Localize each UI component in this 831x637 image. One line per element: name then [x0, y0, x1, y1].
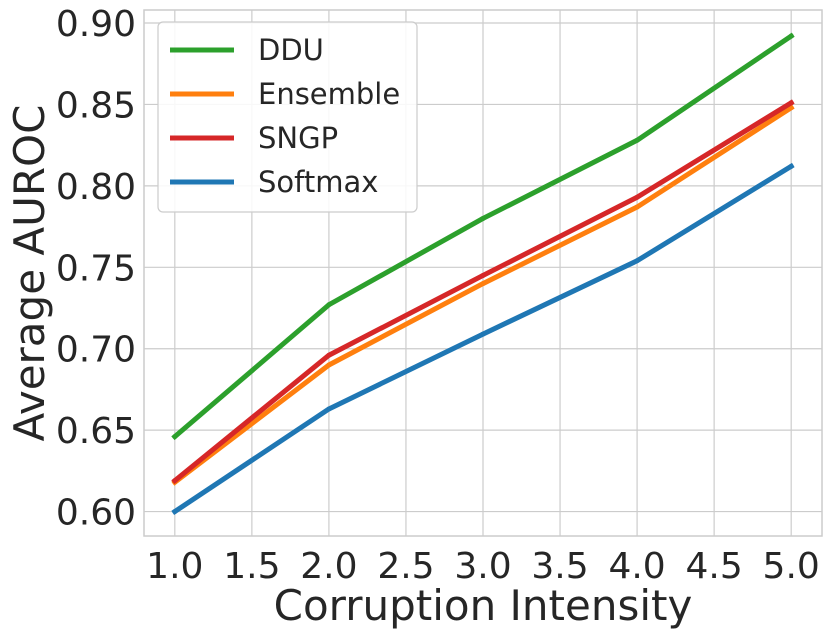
legend: DDU Ensemble SNGP Softmax — [157, 21, 418, 213]
x-tick-label: 1.0 — [146, 546, 203, 587]
x-tick-labels: 1.0 1.5 2.0 2.5 3.0 3.5 4.0 4.5 5.0 — [146, 546, 820, 587]
legend-label-softmax: Softmax — [258, 165, 378, 199]
data-point-softmax — [172, 509, 178, 515]
y-tick-label: 0.90 — [56, 4, 136, 45]
x-tick-label: 1.5 — [223, 546, 280, 587]
x-tick-label: 4.5 — [686, 546, 743, 587]
data-point-ensemble — [634, 204, 640, 210]
x-tick-label: 3.5 — [531, 546, 588, 587]
data-point-ensemble — [480, 281, 486, 287]
data-point-ensemble — [326, 362, 332, 368]
data-point-sngp — [326, 352, 332, 358]
y-tick-label: 0.75 — [56, 248, 136, 289]
legend-label-ddu: DDU — [258, 33, 324, 67]
data-point-ddu — [172, 434, 178, 440]
data-point-sngp — [634, 194, 640, 200]
plot-area-frame — [143, 9, 823, 537]
x-tick-label: 5.0 — [763, 546, 820, 587]
y-tick-label: 0.70 — [56, 330, 136, 371]
data-point-sngp — [172, 478, 178, 484]
data-point-softmax — [788, 163, 794, 169]
data-point-ddu — [634, 137, 640, 143]
y-tick-label: 0.85 — [56, 85, 136, 126]
data-point-softmax — [634, 258, 640, 264]
legend-box — [157, 21, 418, 213]
data-point-softmax — [326, 406, 332, 412]
data-point-ddu — [788, 33, 794, 39]
legend-label-ensemble: Ensemble — [258, 77, 400, 111]
data-point-softmax — [480, 331, 486, 337]
x-tick-label: 2.0 — [300, 546, 357, 587]
y-tick-label: 0.65 — [56, 411, 136, 452]
series-lines — [171, 32, 795, 516]
data-point-ddu — [326, 302, 332, 308]
x-axis-title: Corruption Intensity — [274, 581, 693, 630]
x-tick-label: 3.0 — [454, 546, 511, 587]
y-axis-title: Average AUROC — [5, 105, 54, 442]
legend-label-sngp: SNGP — [258, 121, 338, 155]
x-tick-label: 4.0 — [608, 546, 665, 587]
y-tick-label: 0.80 — [56, 167, 136, 208]
data-point-sngp — [480, 272, 486, 278]
y-tick-label: 0.60 — [56, 493, 136, 534]
data-point-sngp — [788, 100, 794, 106]
y-tick-labels: 0.60 0.65 0.70 0.75 0.80 0.85 0.90 — [56, 4, 136, 534]
x-tick-label: 2.5 — [377, 546, 434, 587]
data-point-ddu — [480, 215, 486, 221]
